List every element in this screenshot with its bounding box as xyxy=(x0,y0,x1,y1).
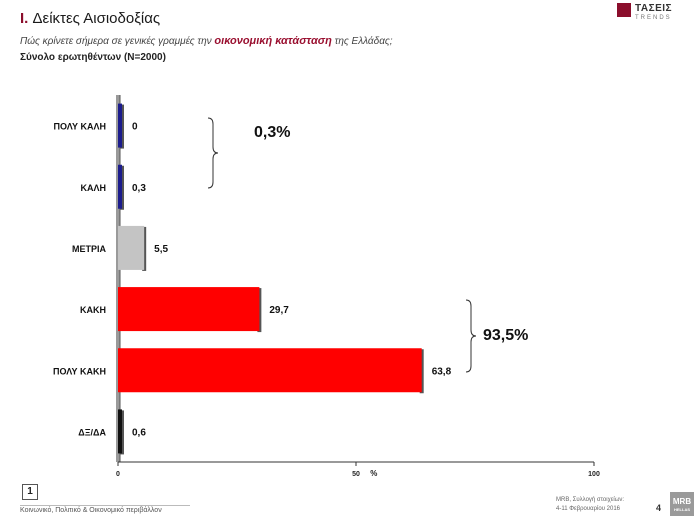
category-label: ΠΟΛΥ ΚΑΚΗ xyxy=(53,366,106,376)
tasis-logo: ΤΑΣΕΙΣ TRENDS xyxy=(617,3,695,25)
category-label: ΚΑΚΗ xyxy=(80,305,106,315)
category-label: ΔΞ/ΔΑ xyxy=(78,427,106,437)
x-axis-label: % xyxy=(370,469,377,478)
category-label: ΚΑΛΗ xyxy=(80,183,106,193)
bar-0 xyxy=(118,103,122,148)
question-before: Πώς κρίνετε σήμερα σε γενικές γραμμές τη… xyxy=(20,36,215,47)
value-label: 0,6 xyxy=(132,427,146,438)
slide-title: I. Δείκτες Αισιοδοξίας xyxy=(20,10,160,27)
bar-1 xyxy=(118,164,122,209)
title-number: I. xyxy=(20,10,29,27)
question-after: της Ελλάδας; xyxy=(331,36,393,47)
x-tick-label: 50 xyxy=(352,471,360,478)
brace-negative xyxy=(465,299,477,373)
value-label: 63,8 xyxy=(432,366,452,377)
bar-3 xyxy=(118,287,260,332)
logo-sub: TRENDS xyxy=(635,15,672,21)
logo-square-icon xyxy=(617,3,631,17)
question-text: Πώς κρίνετε σήμερα σε γενικές γραμμές τη… xyxy=(20,35,393,47)
group-label-negative: 93,5% xyxy=(483,327,528,344)
bar-2 xyxy=(118,225,145,270)
mrb-logo: MRB HELLAS xyxy=(670,492,694,516)
brace-positive xyxy=(207,117,219,189)
axis-wall xyxy=(116,95,120,462)
footer-source: MRB, Συλλογή στοιχείων: 4-11 Φεβρουαρίου… xyxy=(556,496,646,514)
x-tick-label: 0 xyxy=(116,471,120,478)
title-text: Δείκτες Αισιοδοξίας xyxy=(32,10,161,27)
footer-source-line2: 4-11 Φεβρουαρίου 2016 xyxy=(556,506,621,512)
page-box: 1 xyxy=(22,484,38,500)
mrb-logo-text: MRB xyxy=(672,497,692,506)
bar-4 xyxy=(118,348,422,393)
footer-source-line1: MRB, Συλλογή στοιχείων: xyxy=(556,497,625,503)
page-number: 4 xyxy=(656,503,662,513)
x-tick-label: 100 xyxy=(588,471,600,478)
category-label: ΠΟΛΥ ΚΑΛΗ xyxy=(54,122,106,132)
group-label-positive: 0,3% xyxy=(254,124,290,141)
value-label: 5,5 xyxy=(154,244,168,255)
category-label: ΜΕΤΡΙΑ xyxy=(72,244,107,254)
value-label: 0,3 xyxy=(132,183,146,194)
footer-divider xyxy=(20,505,190,506)
logo-name: ΤΑΣΕΙΣ xyxy=(635,3,673,14)
bar-5 xyxy=(118,409,122,454)
sample-size: Σύνολο ερωτηθέντων (N=2000) xyxy=(20,52,166,63)
value-label: 0 xyxy=(132,122,138,133)
mrb-logo-small: HELLAS xyxy=(674,507,690,512)
question-highlight: οικονομική κατάσταση xyxy=(214,35,332,47)
value-label: 29,7 xyxy=(269,305,289,316)
footer-section-label: Κοινωνικό, Πολιτικό & Οικονομικό περιβάλ… xyxy=(20,507,162,514)
